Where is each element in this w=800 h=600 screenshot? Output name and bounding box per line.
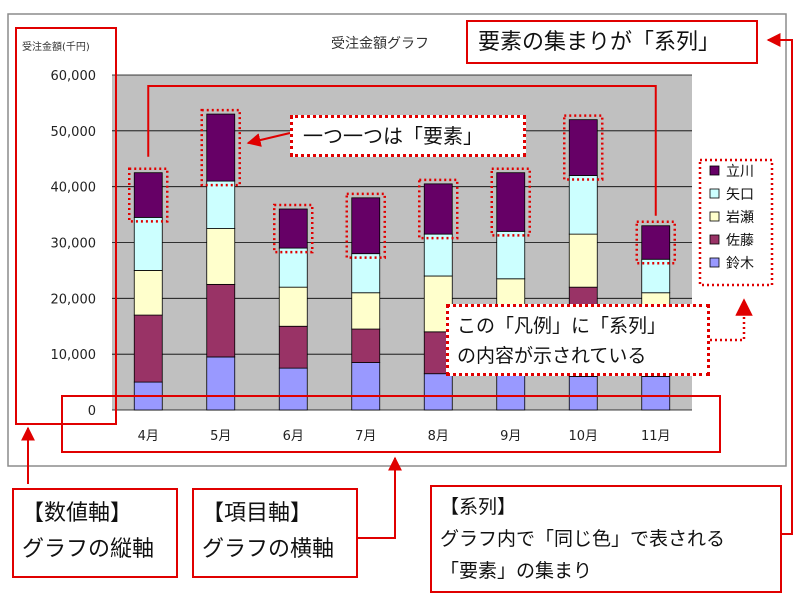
- bar-segment: [423, 183, 453, 235]
- legend-label: 立川: [726, 164, 754, 180]
- bar-segment: [423, 275, 453, 333]
- bar-segment: [423, 373, 453, 411]
- bar-segment: [133, 314, 163, 383]
- legend-note-line1: この「凡例」に「系列」: [457, 315, 667, 337]
- bar-segment: [133, 216, 163, 271]
- y-tick-label: 60,000: [51, 69, 97, 84]
- legend-swatch: [709, 211, 720, 222]
- element-callout: 一つ一つは「要素」: [290, 115, 526, 157]
- value-axis-title: 【数値軸】: [22, 501, 133, 526]
- x-tick-label: 7月: [355, 429, 376, 444]
- value-axis-desc: グラフの縦軸: [22, 537, 155, 562]
- y-tick-label: 50,000: [51, 125, 97, 140]
- series-bracket-line: [147, 85, 657, 216]
- bar-segment: [568, 376, 598, 411]
- y-tick-label: 20,000: [51, 292, 97, 307]
- y-tick-label: 10,000: [51, 348, 97, 363]
- y-tick-label: 0: [88, 404, 96, 419]
- bar-segment: [568, 175, 598, 235]
- element-highlight-box: [418, 178, 459, 240]
- element-callout-text: 一つ一つは「要素」: [303, 124, 483, 148]
- series-heading-callout: 要素の集まりが「系列」: [466, 20, 758, 64]
- bar-segment: [568, 119, 598, 176]
- value-axis-highlight: [15, 27, 117, 425]
- legend-swatch: [709, 188, 720, 199]
- category-axis-highlight: [61, 395, 721, 453]
- legend-note-callout: この「凡例」に「系列」 の内容が示されている: [446, 304, 710, 376]
- x-tick-label: 6月: [283, 429, 304, 444]
- element-highlight-box: [128, 167, 169, 223]
- bar-segment: [278, 208, 308, 249]
- bar-segment: [496, 172, 526, 232]
- bar-segment: [206, 283, 236, 358]
- category-axis-arrow: [358, 456, 402, 539]
- element-highlight-box: [490, 167, 531, 237]
- bar-segment: [496, 370, 526, 411]
- bar-segment: [278, 367, 308, 411]
- x-tick-label: 5月: [210, 429, 231, 444]
- value-axis-callout: 【数値軸】 グラフの縦軸: [12, 488, 178, 578]
- x-tick-label: 8月: [428, 429, 449, 444]
- bar-segment: [206, 228, 236, 285]
- bar-segment: [278, 286, 308, 327]
- element-arrow: [246, 132, 291, 147]
- element-highlight-box: [345, 192, 386, 259]
- bar-segment: [278, 247, 308, 288]
- bar-segment: [641, 376, 671, 411]
- category-axis-desc: グラフの横軸: [202, 537, 335, 562]
- series-heading-text: 要素の集まりが「系列」: [478, 30, 721, 55]
- legend-swatch: [709, 234, 720, 245]
- legend-label: 鈴木: [726, 256, 754, 272]
- bar-segment: [351, 362, 381, 411]
- x-tick-label: 4月: [138, 429, 159, 444]
- series-desc-line2: 「要素」の集まり: [440, 560, 593, 582]
- bar-segment: [423, 233, 453, 277]
- bar-segment: [496, 230, 526, 280]
- category-axis-callout: 【項目軸】 グラフの横軸: [192, 488, 358, 578]
- y-tick-label: 30,000: [51, 237, 97, 252]
- series-callout: 【系列】 グラフ内で「同じ色」で表される 「要素」の集まり: [430, 485, 782, 593]
- x-tick-label: 9月: [500, 429, 521, 444]
- legend-note-connector: [710, 298, 753, 342]
- bar-segment: [351, 197, 381, 255]
- y-axis-ticks: 0 10,000 20,000 30,000 40,000 50,000 60,000: [51, 69, 97, 419]
- bar-segment: [351, 292, 381, 330]
- bar-segment: [278, 325, 308, 369]
- series-callout-connector: [766, 33, 793, 535]
- annotation-connectors: [15, 27, 793, 539]
- bar-segment: [641, 258, 671, 294]
- legend-note-line2: の内容が示されている: [457, 345, 647, 367]
- legend-swatch: [709, 165, 720, 176]
- bar-segment: [133, 172, 163, 218]
- category-axis-title: 【項目軸】: [202, 501, 313, 526]
- y-tick-label: 40,000: [51, 181, 97, 196]
- bar-segment: [206, 113, 236, 182]
- bar-segment: [206, 180, 236, 229]
- bar-segment: [133, 270, 163, 316]
- legend-label: 佐藤: [726, 233, 754, 249]
- x-tick-label: 10月: [568, 429, 598, 444]
- y-axis-label: 受注金額(千円): [22, 40, 90, 53]
- legend-swatch: [709, 257, 720, 268]
- bar-segment: [568, 233, 598, 288]
- element-highlight-box: [273, 203, 314, 254]
- chart-title: 受注金額グラフ: [331, 36, 429, 52]
- legend-label: 岩瀬: [726, 210, 754, 226]
- series-title: 【系列】: [440, 496, 517, 518]
- element-highlight-boxes: [128, 108, 676, 265]
- element-highlight-box: [563, 114, 604, 181]
- bar-segment: [641, 225, 671, 260]
- bar-segment: [351, 253, 381, 294]
- bar-segment: [351, 328, 381, 363]
- series-desc-line1: グラフ内で「同じ色」で表される: [440, 528, 726, 550]
- x-axis-ticks: 4月 5月 6月 7月 8月 9月 10月 11月: [138, 429, 671, 444]
- element-highlight-box: [200, 108, 241, 187]
- x-tick-label: 11月: [641, 429, 671, 444]
- legend-label: 矢口: [726, 187, 754, 203]
- bar-segment: [206, 356, 236, 411]
